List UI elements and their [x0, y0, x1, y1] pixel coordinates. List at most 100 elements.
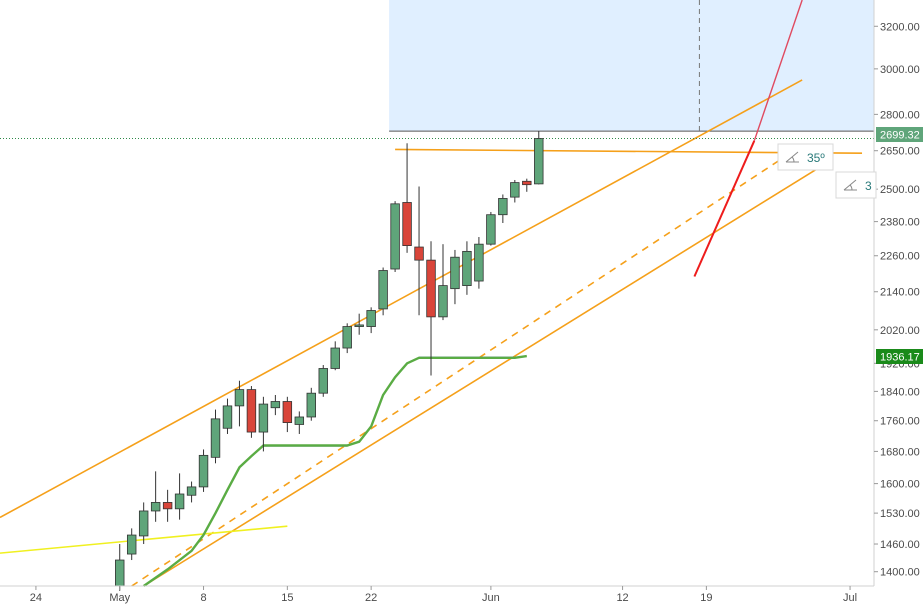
candle-body — [330, 347, 340, 369]
candle-down — [522, 178, 532, 192]
price-tick-label: 2260.00 — [880, 251, 920, 263]
candle-up — [342, 323, 352, 354]
candle-up — [174, 473, 185, 520]
target-zone-layer — [389, 0, 874, 132]
candle-body — [294, 416, 305, 425]
candle-body — [450, 256, 460, 290]
candle-body — [354, 324, 364, 327]
candle-body — [414, 246, 424, 261]
candle-up — [450, 249, 460, 305]
candle-up — [198, 449, 209, 492]
time-tick-label: May — [109, 592, 130, 604]
candle-down — [162, 489, 173, 522]
candle-up — [186, 481, 197, 503]
candle-up — [378, 267, 388, 316]
candles-layer — [115, 131, 544, 591]
candle-body — [366, 310, 376, 327]
steep-projection-line-upper — [753, 0, 803, 142]
price-tick-label: 1680.00 — [880, 446, 920, 458]
price-tick-label: 2800.00 — [880, 109, 920, 121]
marked-level-label: 1936.17 — [880, 352, 920, 364]
candle-up — [366, 307, 376, 334]
angle-box-2[interactable] — [835, 171, 877, 199]
candle-up — [318, 365, 328, 397]
angle-icon — [843, 179, 857, 191]
candle-up — [115, 544, 125, 591]
candle-up — [138, 502, 149, 545]
time-axis[interactable]: 24 May 8 15 22 Jun 12 19 Jul — [0, 585, 874, 604]
candle-up — [438, 244, 448, 321]
candle-up — [306, 387, 316, 421]
candle-body — [270, 401, 281, 409]
candle-body — [246, 389, 257, 433]
candle-body — [222, 405, 233, 429]
candle-body — [390, 203, 400, 270]
angle-box-1[interactable] — [777, 143, 834, 171]
candle-up — [510, 179, 520, 203]
time-tick-label: 8 — [200, 592, 206, 604]
price-tick-label: 1840.00 — [880, 386, 920, 398]
price-labels-layer: 2699.32 1936.17 — [876, 127, 923, 364]
candle-body — [162, 502, 173, 510]
time-tick-label: 24 — [30, 592, 42, 604]
angle-label-2: 3 — [865, 179, 872, 193]
candle-body — [498, 198, 508, 216]
candle-body — [115, 559, 125, 587]
target-zone — [389, 0, 874, 132]
candle-up — [354, 313, 364, 335]
steep-projection-line — [693, 140, 756, 277]
candle-body — [318, 368, 328, 394]
candle-body — [522, 180, 532, 186]
candle-body — [342, 326, 352, 349]
angle-tools[interactable]: 35º 3 — [777, 143, 877, 199]
candle-body — [174, 493, 185, 510]
angle-label-1: 35º — [807, 151, 825, 165]
candle-body — [210, 418, 221, 458]
price-tick-label: 2500.00 — [880, 184, 920, 196]
candle-up — [126, 528, 137, 561]
time-tick-label: 12 — [616, 592, 628, 604]
candle-up — [330, 341, 340, 371]
price-tick-label: 2020.00 — [880, 325, 920, 337]
candle-down — [414, 186, 424, 316]
candle-body — [486, 214, 496, 245]
candle-body — [378, 270, 388, 310]
candle-body — [306, 392, 316, 418]
price-tick-label: 1760.00 — [880, 416, 920, 428]
candle-up — [462, 241, 472, 295]
candle-up — [270, 394, 281, 416]
candle-up — [258, 396, 269, 452]
candle-body — [234, 389, 245, 407]
channel-upper-line — [0, 79, 803, 519]
candle-body — [426, 259, 436, 318]
candle-up — [498, 194, 508, 223]
candle-up — [222, 398, 233, 434]
candle-up — [234, 380, 245, 427]
channel-mid-dashed-line — [131, 152, 791, 587]
price-tick-label: 1600.00 — [880, 479, 920, 491]
time-tick-label: 19 — [700, 592, 712, 604]
price-tick-label: 2380.00 — [880, 217, 920, 229]
candle-down — [246, 386, 257, 438]
price-tick-label: 2650.00 — [880, 146, 920, 158]
candle-up — [534, 131, 544, 185]
last-price-label: 2699.32 — [880, 130, 920, 142]
time-tick-label: Jun — [482, 592, 500, 604]
time-tick-label: Jul — [843, 592, 857, 604]
price-axis[interactable]: 1400.00 1460.00 1530.00 1600.00 1680.00 1760.… — [873, 0, 920, 586]
price-tick-label: 3000.00 — [880, 64, 920, 76]
last-price-badge — [876, 127, 923, 142]
candle-body — [462, 250, 472, 286]
candle-body — [534, 138, 544, 185]
time-tick-label: 22 — [365, 592, 377, 604]
candle-body — [474, 243, 484, 282]
candle-body — [138, 510, 149, 537]
candle-body — [510, 182, 520, 198]
candle-up — [390, 201, 400, 272]
drawings-layer — [0, 0, 874, 587]
candle-down — [402, 143, 412, 253]
candle-body — [258, 403, 269, 433]
moving-average-line — [143, 354, 527, 587]
candle-down — [282, 396, 293, 433]
